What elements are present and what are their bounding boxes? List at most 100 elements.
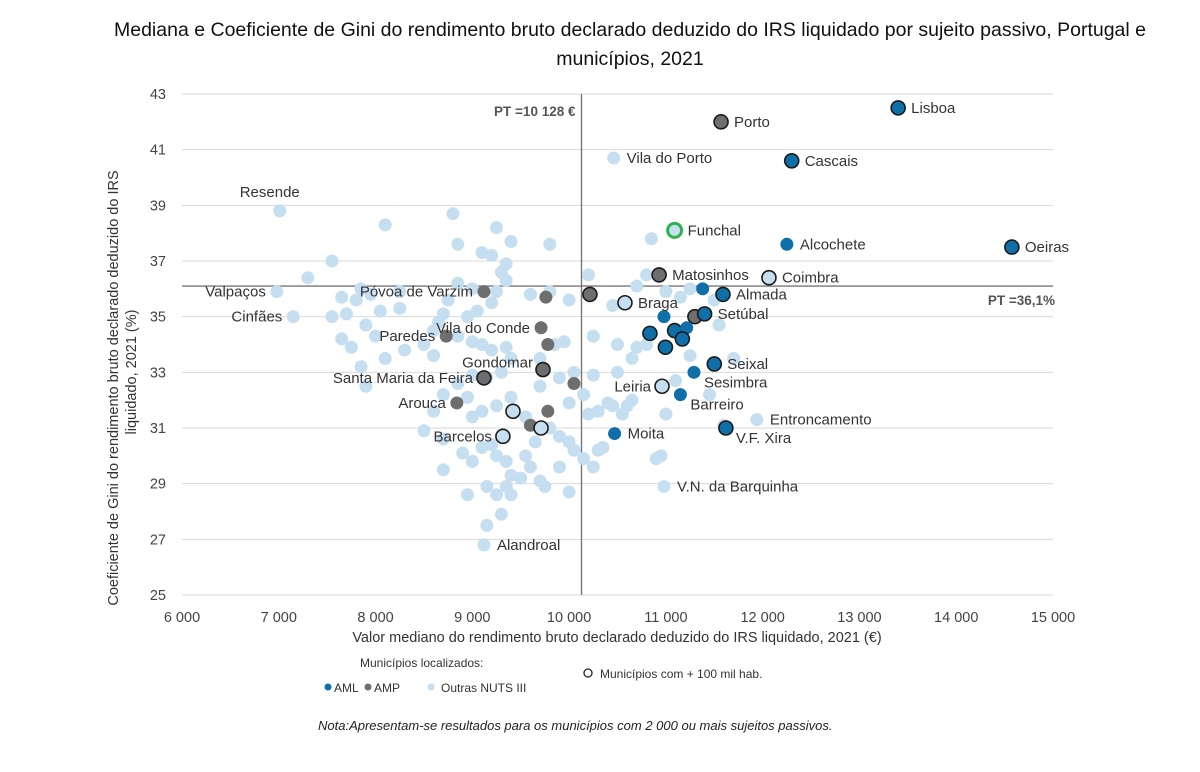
data-point bbox=[541, 404, 555, 418]
x-tick-label: 8 000 bbox=[357, 610, 393, 626]
data-point bbox=[523, 460, 537, 474]
data-point bbox=[557, 335, 571, 349]
data-point bbox=[552, 429, 566, 443]
data-point bbox=[349, 293, 363, 307]
data-point bbox=[611, 338, 624, 351]
data-point bbox=[460, 488, 474, 502]
data-point bbox=[364, 287, 378, 301]
data-point bbox=[659, 407, 673, 421]
data-point bbox=[417, 424, 431, 438]
data-point bbox=[393, 285, 407, 299]
point-label: Almada bbox=[736, 286, 788, 303]
data-point-matosinhos bbox=[651, 267, 667, 283]
gridlines bbox=[182, 93, 1053, 596]
legend-item-outline: Municípios com + 100 mil hab. bbox=[600, 667, 762, 681]
data-point-funchal bbox=[666, 221, 684, 239]
data-point bbox=[475, 404, 489, 418]
point-label: Braga bbox=[638, 295, 679, 312]
data-point bbox=[630, 340, 644, 354]
data-point bbox=[586, 460, 600, 474]
data-point-p-voa-de-varzim bbox=[477, 285, 491, 299]
data-point-coimbra bbox=[761, 269, 777, 286]
y-tick-label: 27 bbox=[150, 532, 166, 548]
data-point bbox=[543, 237, 557, 251]
data-point bbox=[499, 257, 513, 271]
data-point bbox=[436, 388, 450, 402]
data-point-porto bbox=[713, 114, 729, 130]
data-point bbox=[696, 282, 710, 296]
data-point bbox=[514, 471, 528, 485]
data-point bbox=[325, 310, 339, 324]
y-tick-label: 41 bbox=[150, 143, 166, 159]
data-point bbox=[335, 290, 349, 304]
point-label: Paredes bbox=[379, 328, 435, 345]
y-axis-label: Coeficiente de Gini do rendimento bruto … bbox=[106, 170, 140, 605]
point-labels: Lisboa Porto Cascais Vila do Porto Resende Fu… bbox=[205, 100, 1069, 554]
y-tick-label: 43 bbox=[150, 87, 166, 103]
y-tick-label: 39 bbox=[150, 198, 166, 214]
data-point bbox=[552, 371, 566, 385]
x-tick-label: 10 000 bbox=[547, 610, 591, 626]
data-point-santa-maria-da-feira bbox=[476, 370, 492, 386]
data-point bbox=[640, 268, 654, 282]
data-point-seixal bbox=[706, 356, 723, 372]
data-point bbox=[465, 282, 479, 296]
x-tick-label: 7 000 bbox=[261, 610, 297, 626]
data-point bbox=[562, 435, 576, 449]
data-point-moita bbox=[608, 427, 622, 441]
point-label: Oeiras bbox=[1025, 239, 1069, 256]
data-point bbox=[601, 396, 615, 410]
data-point bbox=[446, 207, 460, 221]
data-point bbox=[620, 399, 634, 413]
data-point-sesimbra bbox=[687, 365, 701, 379]
data-point bbox=[606, 299, 620, 313]
point-label: Resende bbox=[240, 184, 300, 201]
pt-gini-label: PT =36,1% bbox=[988, 293, 1055, 308]
data-point bbox=[490, 488, 504, 502]
data-point bbox=[649, 452, 663, 466]
data-point bbox=[702, 388, 716, 402]
data-point bbox=[533, 420, 549, 436]
data-point bbox=[427, 404, 441, 418]
data-point bbox=[451, 276, 465, 290]
data-point-set-bal bbox=[696, 306, 713, 322]
point-label: Porto bbox=[734, 114, 770, 131]
point-label: Vila do Porto bbox=[627, 150, 713, 167]
data-point bbox=[567, 376, 581, 390]
pt-median-label: PT =10 128 € bbox=[494, 104, 576, 119]
data-point bbox=[470, 304, 484, 318]
data-point-cinf-es bbox=[286, 310, 300, 324]
data-point bbox=[373, 304, 387, 318]
y-tick-label: 29 bbox=[150, 477, 166, 493]
point-label: Moita bbox=[628, 426, 665, 443]
data-point bbox=[533, 351, 547, 365]
data-point bbox=[378, 351, 392, 365]
data-point bbox=[359, 379, 373, 393]
point-label: V.N. da Barquinha bbox=[677, 478, 799, 495]
data-point bbox=[533, 379, 547, 393]
data-point bbox=[727, 351, 741, 365]
point-label: Seixal bbox=[727, 356, 768, 373]
point-label: Arouca bbox=[398, 395, 446, 412]
point-label: Coimbra bbox=[782, 270, 839, 287]
data-point bbox=[417, 338, 431, 351]
data-point bbox=[552, 460, 566, 474]
data-point bbox=[680, 321, 694, 335]
data-point-paredes bbox=[439, 329, 453, 343]
data-point bbox=[301, 271, 315, 285]
data-point bbox=[499, 273, 513, 287]
legend-marker-amp bbox=[364, 683, 372, 691]
point-label: Barcelos bbox=[434, 428, 492, 445]
point-label: Santa Maria da Feira bbox=[333, 370, 474, 387]
y-tick-label: 37 bbox=[150, 254, 166, 270]
point-label: Alandroal bbox=[497, 537, 560, 554]
data-point bbox=[490, 285, 504, 299]
data-point bbox=[577, 452, 591, 466]
point-label: Funchal bbox=[688, 222, 741, 239]
data-point-valpa-os bbox=[270, 285, 284, 299]
footnote: Nota:Apresentam-se resultados para os mu… bbox=[318, 718, 833, 733]
point-label: Entroncamento bbox=[770, 412, 872, 429]
y-axis-label-line: Coeficiente de Gini do rendimento bruto … bbox=[106, 170, 122, 605]
data-point bbox=[490, 449, 504, 463]
data-point bbox=[673, 290, 687, 304]
